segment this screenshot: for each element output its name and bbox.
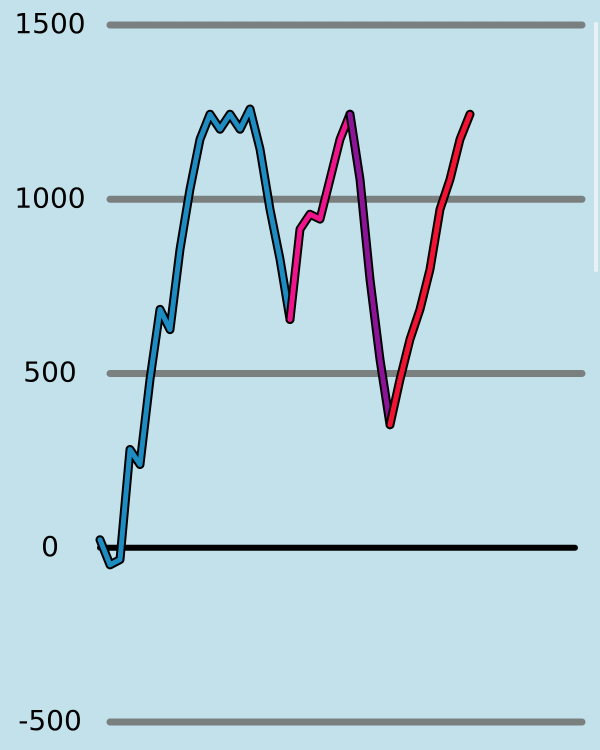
series-line-outline [95, 104, 295, 570]
series-line [387, 111, 473, 428]
series-line [347, 111, 393, 428]
y-tick-label: 1000 [14, 181, 85, 214]
y-tick-label: -500 [18, 704, 82, 737]
series-line [287, 111, 353, 322]
series-line [97, 106, 293, 568]
scrollbar [594, 22, 598, 272]
y-tick-label: 1500 [14, 7, 85, 40]
y-tick-label: 0 [41, 530, 59, 563]
y-tick-label: 500 [23, 356, 76, 389]
